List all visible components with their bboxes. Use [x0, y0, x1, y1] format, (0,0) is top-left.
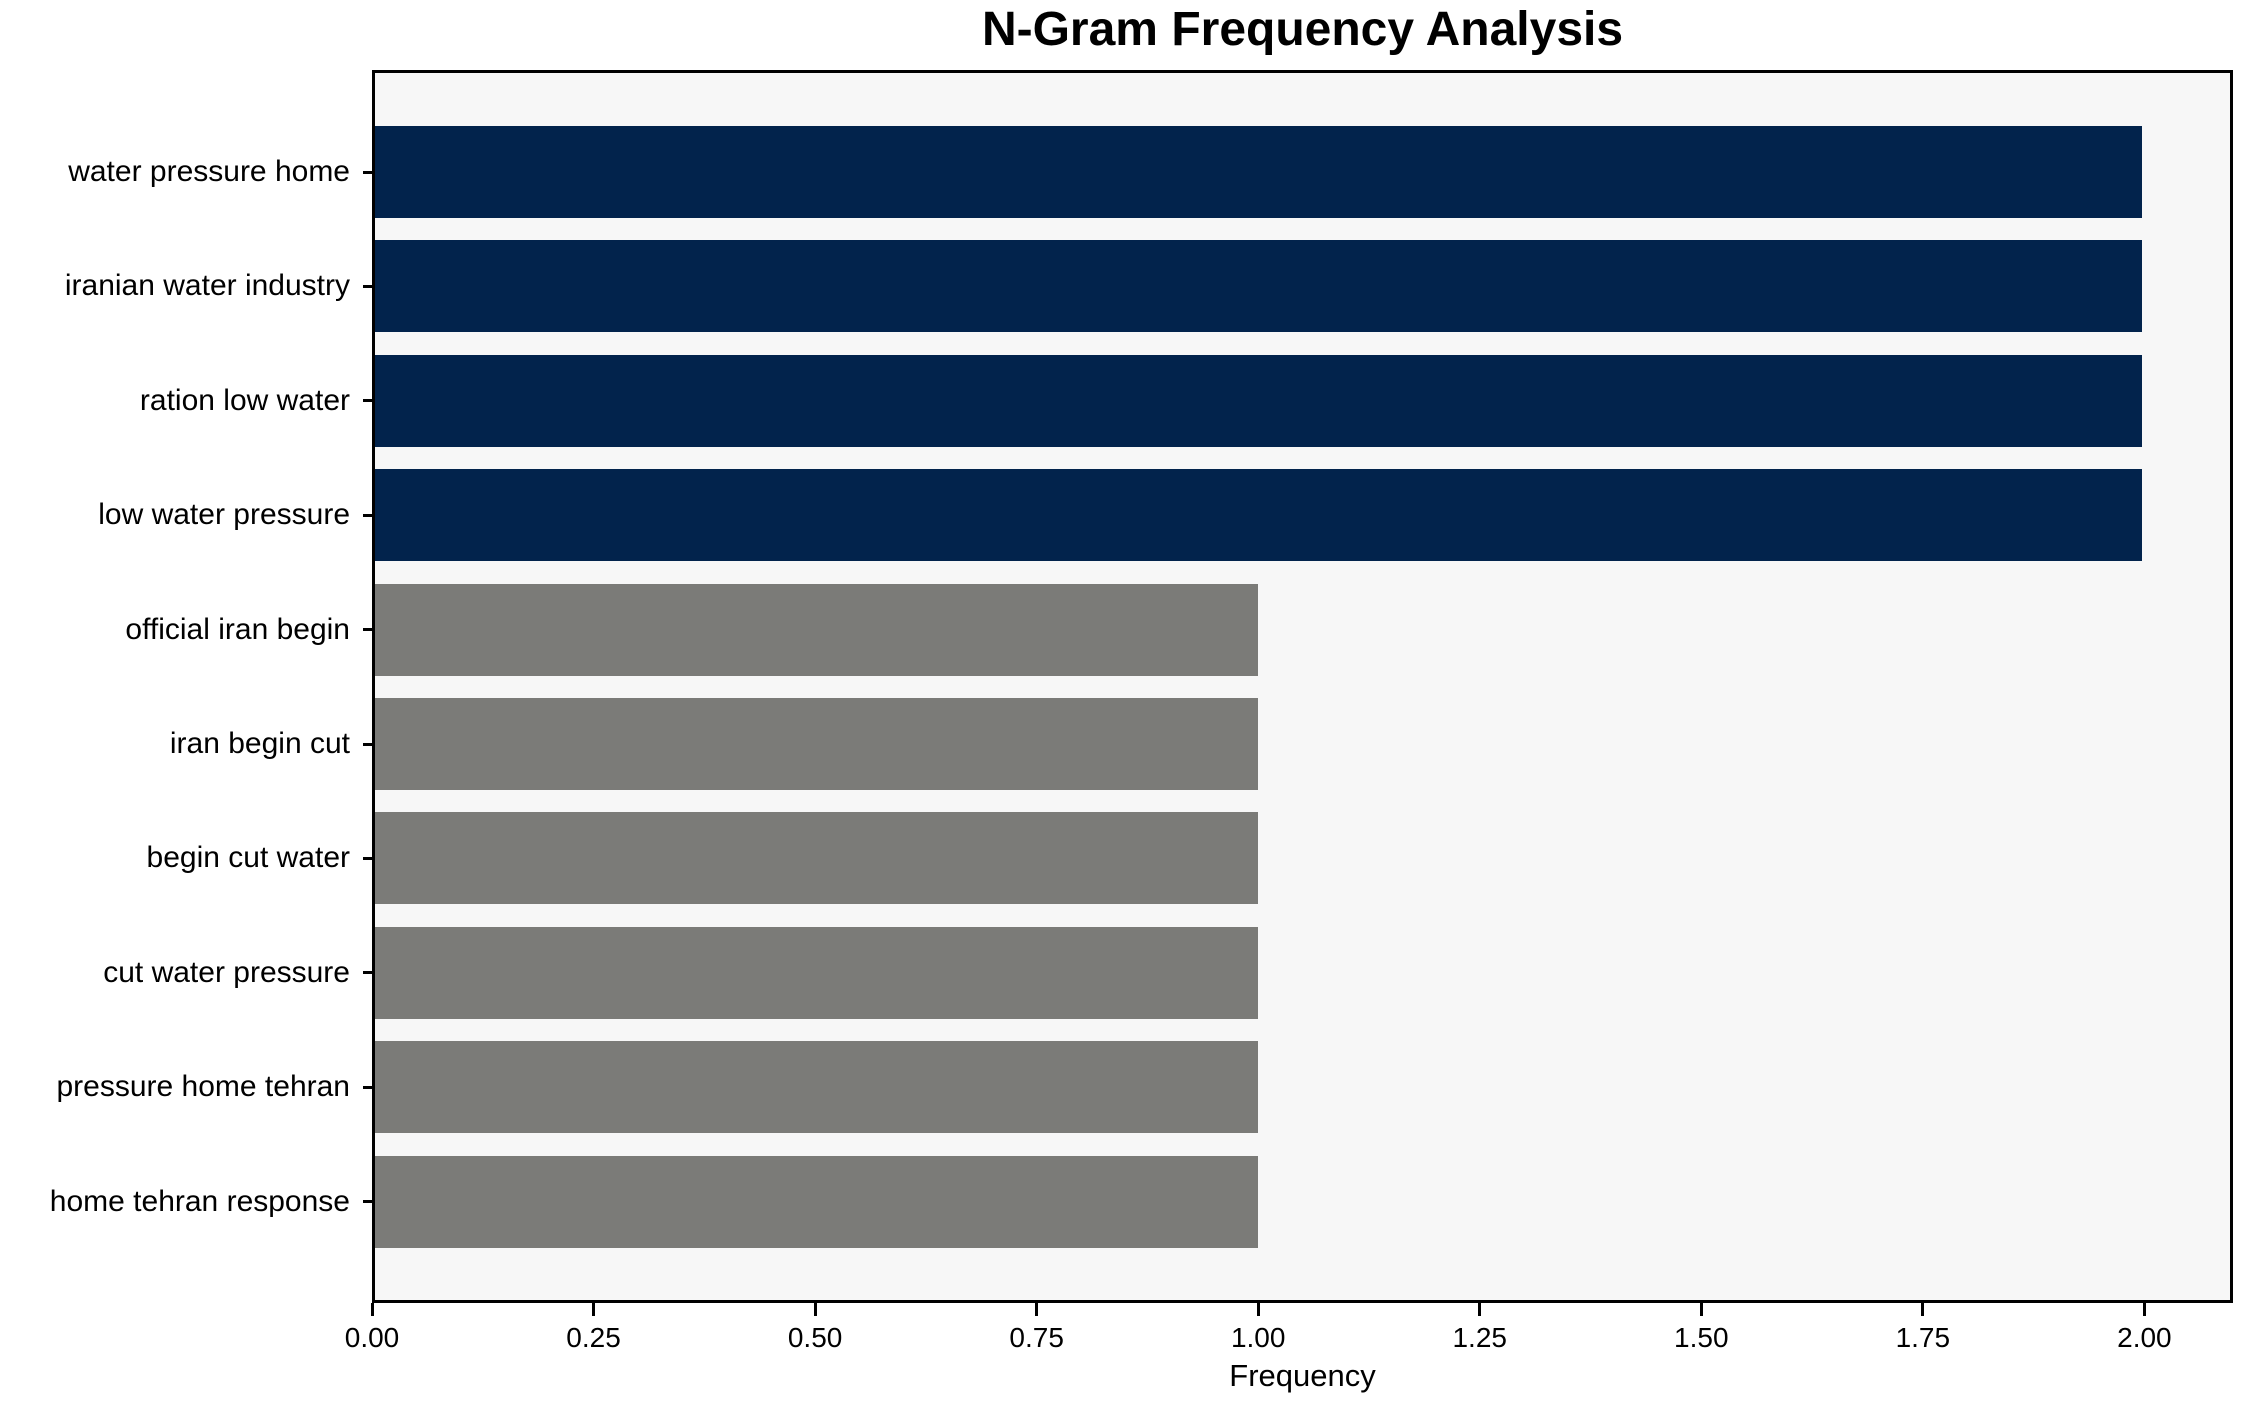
x-tick-label: 1.25 — [1452, 1322, 1507, 1353]
bar-begin-cut-water — [375, 812, 1259, 905]
bar-cut-water-pressure — [375, 926, 1259, 1019]
y-tick-mark — [363, 513, 372, 517]
x-axis-label: Frequency — [1229, 1358, 1376, 1393]
x-tick-mark — [592, 1303, 596, 1316]
x-tick-label: 0.50 — [787, 1322, 843, 1353]
y-tick-mark — [363, 1085, 372, 1089]
y-axis-label: iranian water industry — [64, 269, 350, 303]
y-tick-mark — [363, 1200, 372, 1204]
x-tick-mark — [370, 1303, 374, 1316]
x-tick-label: 1.75 — [1895, 1322, 1951, 1353]
y-tick-mark — [363, 742, 372, 746]
y-axis-label: ration low water — [139, 383, 350, 417]
x-tick-mark — [1699, 1303, 1703, 1316]
bar-iranian-water-industry — [375, 240, 2142, 333]
y-axis-label: low water pressure — [98, 498, 350, 532]
y-axis-label: cut water pressure — [103, 955, 350, 989]
y-axis-label: water pressure home — [68, 155, 350, 188]
chart-title: N-Gram Frequency Analysis — [981, 3, 1624, 56]
bar-home-tehran-response — [375, 1155, 1259, 1248]
bar-ration-low-water — [375, 354, 2142, 447]
x-tick-mark — [1478, 1303, 1482, 1316]
bar-official-iran-begin — [375, 583, 1259, 676]
y-tick-mark — [363, 284, 372, 288]
bar-low-water-pressure — [375, 469, 2142, 562]
x-tick-mark — [813, 1303, 817, 1316]
bar-pressure-home-tehran — [375, 1041, 1259, 1134]
x-tick-label: 1.00 — [1230, 1322, 1286, 1353]
y-tick-mark — [363, 399, 372, 403]
y-axis-label: official iran begin — [125, 612, 350, 646]
x-tick-label: 0.00 — [344, 1322, 400, 1353]
y-axis-label: iran begin cut — [169, 727, 350, 760]
x-tick-label: 2.00 — [2117, 1322, 2172, 1353]
x-tick-mark — [2142, 1303, 2146, 1316]
x-tick-label: 0.25 — [566, 1322, 621, 1353]
plot-area — [372, 70, 2233, 1303]
y-tick-mark — [363, 971, 372, 975]
y-tick-mark — [363, 856, 372, 860]
y-tick-mark — [363, 628, 372, 632]
y-axis-label: home tehran response — [49, 1184, 350, 1218]
y-axis-label: begin cut water — [146, 841, 350, 875]
y-tick-mark — [363, 170, 372, 174]
y-axis-label: pressure home tehran — [56, 1070, 351, 1104]
x-tick-mark — [1921, 1303, 1925, 1316]
bar-water-pressure-home — [375, 126, 2142, 218]
bar-iran-begin-cut — [375, 698, 1259, 790]
x-tick-mark — [1035, 1303, 1039, 1316]
x-tick-mark — [1256, 1303, 1260, 1316]
x-tick-label: 1.50 — [1674, 1322, 1729, 1353]
x-tick-label: 0.75 — [1009, 1322, 1064, 1353]
